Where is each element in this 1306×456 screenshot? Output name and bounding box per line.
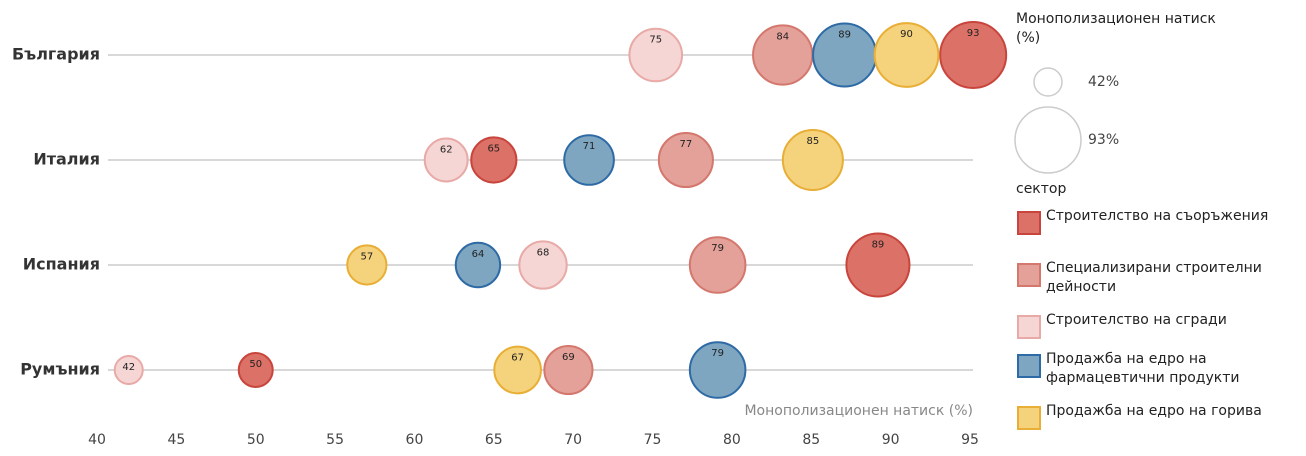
- x-tick-label: 80: [723, 432, 741, 448]
- bubble: [563, 134, 615, 186]
- bubble: [939, 21, 1008, 89]
- bubble: [657, 131, 714, 189]
- x-tick-label: 40: [88, 432, 106, 448]
- legend-label: Продажба на едро на фармацевтични продук…: [1046, 351, 1240, 386]
- size-legend-circle: [1033, 67, 1063, 97]
- bubble: [873, 22, 940, 88]
- data-label: 79: [711, 348, 724, 359]
- bubble: [470, 136, 518, 184]
- legend-title: сектор: [1016, 181, 1067, 197]
- x-tick-label: 50: [247, 432, 265, 448]
- bubble: [423, 137, 469, 183]
- bubble: [781, 128, 844, 192]
- x-axis-label: Монополизационен натиск (%): [744, 403, 973, 419]
- data-label: 62: [440, 145, 453, 156]
- legend-swatch: [1017, 211, 1041, 235]
- legend-swatch: [1017, 354, 1041, 378]
- size-legend-label: 93%: [1088, 132, 1119, 148]
- data-label: 64: [472, 249, 485, 260]
- legend-swatch: [1017, 263, 1041, 287]
- legend-label: Строителство на сгради: [1046, 312, 1227, 328]
- bubble: [543, 344, 594, 396]
- bubble: [688, 236, 747, 294]
- x-tick-label: 60: [406, 432, 424, 448]
- x-tick-label: 70: [564, 432, 582, 448]
- legend-label: Строителство на съоръжения: [1046, 208, 1269, 224]
- legend-swatch: [1017, 315, 1041, 339]
- data-label: 84: [776, 31, 789, 42]
- bubble: [237, 352, 274, 388]
- data-label: 57: [360, 251, 373, 262]
- data-label: 71: [583, 141, 596, 152]
- data-label: 93: [967, 28, 980, 39]
- size-legend-label: 42%: [1088, 74, 1119, 90]
- x-tick-label: 75: [644, 432, 662, 448]
- data-label: 89: [838, 29, 851, 40]
- data-label: 65: [487, 143, 500, 154]
- data-label: 42: [122, 362, 135, 373]
- data-label: 69: [562, 352, 575, 363]
- x-tick-label: 90: [882, 432, 900, 448]
- bubble: [346, 244, 388, 286]
- legend-swatch: [1017, 406, 1041, 430]
- size-legend-circle: [1014, 106, 1082, 174]
- data-label: 89: [872, 239, 885, 250]
- data-label: 90: [900, 29, 913, 40]
- bubble: [113, 355, 144, 385]
- data-label: 67: [511, 353, 524, 364]
- data-label: 85: [806, 136, 819, 147]
- bubble: [688, 341, 747, 399]
- legend-label: Специализирани строителни дейности: [1046, 260, 1262, 295]
- bubble: [493, 345, 542, 395]
- data-label: 77: [680, 139, 693, 150]
- x-tick-label: 65: [485, 432, 503, 448]
- bubble: [628, 27, 684, 83]
- data-label: 75: [649, 35, 662, 46]
- bubble: [454, 241, 502, 289]
- x-tick-label: 55: [326, 432, 344, 448]
- data-label: 68: [537, 247, 550, 258]
- category-label: Италия: [33, 150, 100, 169]
- category-label: България: [12, 45, 100, 64]
- x-tick-label: 85: [802, 432, 820, 448]
- category-label: Испания: [23, 255, 100, 274]
- data-label: 79: [711, 243, 724, 254]
- x-tick-label: 45: [167, 432, 185, 448]
- data-label: 50: [249, 359, 262, 370]
- category-label: Румъния: [20, 360, 100, 379]
- size-legend-title: Монополизационен натиск (%): [1016, 11, 1216, 46]
- bubble: [518, 240, 568, 290]
- bubble: [845, 232, 911, 298]
- x-tick-label: 95: [961, 432, 979, 448]
- legend-label: Продажба на едро на горива: [1046, 403, 1262, 419]
